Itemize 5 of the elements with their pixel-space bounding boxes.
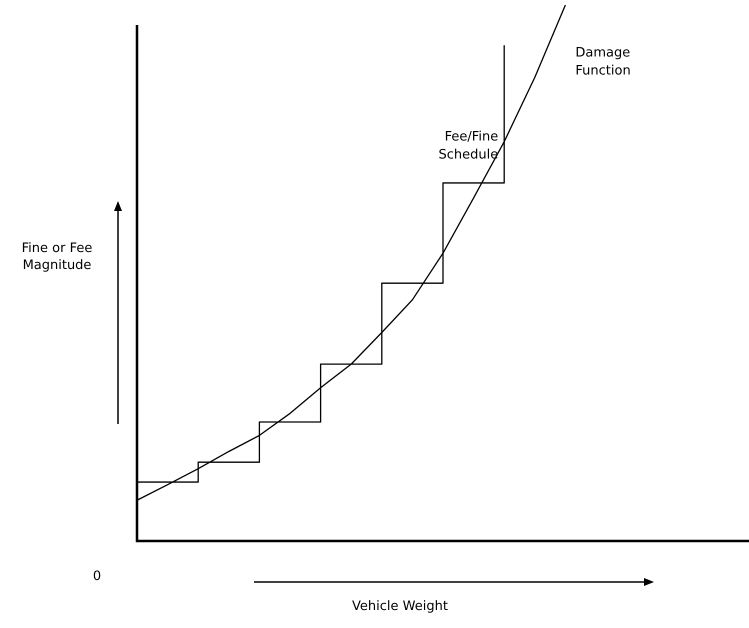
series-label: Damage Function [575, 45, 631, 78]
text: 0 [92, 568, 102, 585]
x-axis-title: Vehicle Weight [351, 598, 449, 615]
series-label: Fee/Fine Schedule [438, 130, 498, 163]
y-axis-title: Fine or Fee Magnitude [20, 240, 94, 274]
